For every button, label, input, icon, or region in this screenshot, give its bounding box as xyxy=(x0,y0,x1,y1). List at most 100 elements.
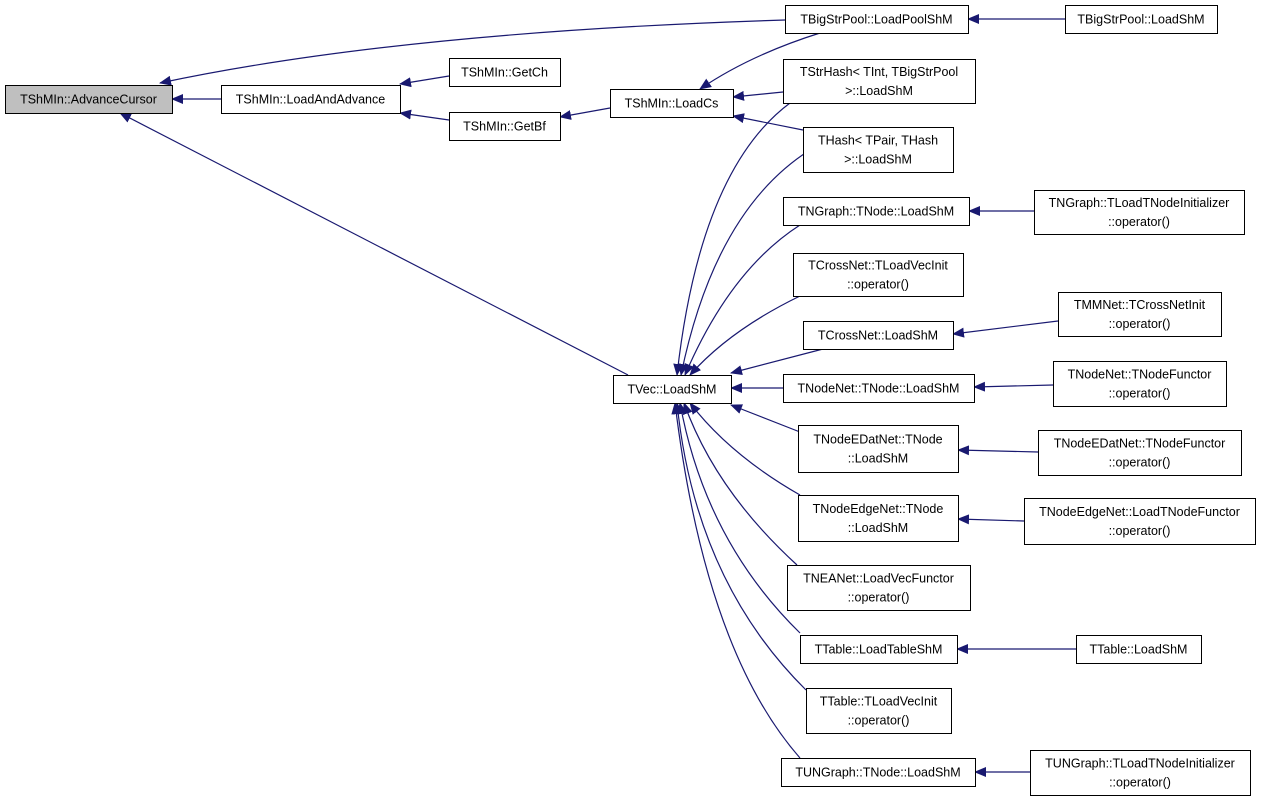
node-tungraph-tnode-load-shm[interactable]: TUNGraph::TNode::LoadShM xyxy=(781,758,976,787)
node-box xyxy=(449,58,561,87)
node-load-pool-shm[interactable]: TBigStrPool::LoadPoolShM xyxy=(785,5,969,34)
call-edge-tnodeedatnet-functor-op-to-tnodeedatnet-tnode-load-shm xyxy=(957,445,1039,456)
node-tnodeedgenet-tnode-load-shm[interactable]: TNodeEdgeNet::TNode::LoadShM xyxy=(798,495,959,542)
call-edge-tvec-load-shm-to-advance-cursor xyxy=(119,112,629,376)
node-box xyxy=(803,321,954,350)
call-edge-tngraph-tnode-load-shm-to-tvec-load-shm xyxy=(684,224,801,376)
node-box xyxy=(783,59,976,104)
node-get-bf[interactable]: TShMIn::GetBf xyxy=(449,112,561,141)
node-box xyxy=(783,374,975,403)
node-box xyxy=(787,565,971,611)
node-label: TShMIn::GetBf xyxy=(463,120,546,134)
node-label: TCrossNet::TLoadVecInit xyxy=(808,259,948,273)
node-label: TNodeNet::TNode::LoadShM xyxy=(798,382,960,396)
call-edge-thash-load-shm-to-tvec-load-shm xyxy=(678,149,811,376)
node-advance-cursor[interactable]: TShMIn::AdvanceCursor xyxy=(5,85,173,114)
call-edge-load-pool-shm-to-advance-cursor xyxy=(159,19,786,86)
node-tcrossnet-loadvecinit-op[interactable]: TCrossNet::TLoadVecInit::operator() xyxy=(793,253,964,297)
node-label: TNodeEDatNet::TNodeFunctor xyxy=(1054,437,1226,451)
node-label: TShMIn::GetCh xyxy=(461,66,548,80)
node-tvec-load-shm[interactable]: TVec::LoadShM xyxy=(613,375,732,404)
node-box xyxy=(610,89,734,118)
node-label: TTable::TLoadVecInit xyxy=(820,695,938,709)
call-edge-get-ch-to-load-and-advance xyxy=(399,75,450,88)
node-label: TVec::LoadShM xyxy=(628,383,717,397)
node-ttable-load-table-shm[interactable]: TTable::LoadTableShM xyxy=(800,635,958,664)
node-tnodeedatnet-functor-op[interactable]: TNodeEDatNet::TNodeFunctor::operator() xyxy=(1038,430,1242,476)
node-load-and-advance[interactable]: TShMIn::LoadAndAdvance xyxy=(221,85,401,114)
call-edge-tnodenet-functor-op-to-tnodenet-tnode-load-shm xyxy=(973,381,1054,392)
node-tmmnet-init-op[interactable]: TMMNet::TCrossNetInit::operator() xyxy=(1058,292,1222,337)
edges-layer xyxy=(119,14,1076,777)
node-box xyxy=(449,112,561,141)
node-label: TNodeEdgeNet::TNode xyxy=(813,502,944,516)
node-label: TBigStrPool::LoadShM xyxy=(1077,13,1204,27)
node-bigstrpool-load-shm[interactable]: TBigStrPool::LoadShM xyxy=(1065,5,1218,34)
node-label: TCrossNet::LoadShM xyxy=(818,329,938,343)
call-edge-get-bf-to-load-and-advance xyxy=(399,109,450,121)
node-label: TTable::LoadTableShM xyxy=(815,643,943,657)
node-ttable-loadvecinit-op[interactable]: TTable::TLoadVecInit::operator() xyxy=(806,688,952,734)
node-label: ::operator() xyxy=(1108,215,1170,229)
node-label: ::operator() xyxy=(1109,524,1171,538)
node-label: ::operator() xyxy=(848,714,910,728)
node-label: >::LoadShM xyxy=(844,153,912,167)
node-thash-load-shm[interactable]: THash< TPair, THash>::LoadShM xyxy=(803,127,954,173)
node-label: TMMNet::TCrossNetInit xyxy=(1074,298,1206,312)
node-box xyxy=(783,197,970,226)
node-box xyxy=(803,127,954,173)
node-tungraph-init-op[interactable]: TUNGraph::TLoadTNodeInitializer::operato… xyxy=(1030,750,1251,796)
node-box xyxy=(1038,430,1242,476)
node-tnodeedatnet-tnode-load-shm[interactable]: TNodeEDatNet::TNode::LoadShM xyxy=(798,425,959,473)
node-box xyxy=(793,253,964,297)
node-label: ::operator() xyxy=(1109,456,1171,470)
node-tngraph-init-op[interactable]: TNGraph::TLoadTNodeInitializer::operator… xyxy=(1034,190,1245,235)
node-tcrossnet-load-shm[interactable]: TCrossNet::LoadShM xyxy=(803,321,954,350)
node-strhash-load-shm[interactable]: TStrHash< TInt, TBigStrPool>::LoadShM xyxy=(783,59,976,104)
call-edge-tnodeedgenet-functor-op-to-tnodeedgenet-tnode-load-shm xyxy=(957,514,1025,525)
call-edge-strhash-load-shm-to-load-cs xyxy=(732,90,784,101)
node-load-cs[interactable]: TShMIn::LoadCs xyxy=(610,89,734,118)
node-ttable-load-shm[interactable]: TTable::LoadShM xyxy=(1076,635,1202,664)
node-tnodeedgenet-functor-op[interactable]: TNodeEdgeNet::LoadTNodeFunctor::operator… xyxy=(1024,498,1256,545)
node-box xyxy=(785,5,969,34)
node-label: TNodeEDatNet::TNode xyxy=(813,433,942,447)
node-box xyxy=(221,85,401,114)
node-label: ::operator() xyxy=(848,591,910,605)
node-tnodenet-functor-op[interactable]: TNodeNet::TNodeFunctor::operator() xyxy=(1053,361,1227,407)
node-label: ::operator() xyxy=(847,278,909,292)
nodes-layer: TShMIn::AdvanceCursor TShMIn::LoadAndAdva… xyxy=(5,5,1256,796)
node-tneanet-functor-op[interactable]: TNEANet::LoadVecFunctor::operator() xyxy=(787,565,971,611)
call-edge-tnodeedgenet-tnode-load-shm-to-tvec-load-shm xyxy=(689,402,801,496)
node-label: TNGraph::TNode::LoadShM xyxy=(798,205,954,219)
node-tnodenet-tnode-load-shm[interactable]: TNodeNet::TNode::LoadShM xyxy=(783,374,975,403)
call-edge-ttable-loadvecinit-op-to-tvec-load-shm xyxy=(673,402,807,691)
node-label: ::operator() xyxy=(1109,776,1171,790)
node-label: ::operator() xyxy=(1109,317,1171,331)
node-box xyxy=(1024,498,1256,545)
node-label: TNodeEdgeNet::LoadTNodeFunctor xyxy=(1039,505,1240,519)
node-get-ch[interactable]: TShMIn::GetCh xyxy=(449,58,561,87)
call-edge-tcrossnet-load-shm-to-tvec-load-shm xyxy=(730,348,824,376)
node-box xyxy=(1058,292,1222,337)
node-label: ::LoadShM xyxy=(848,452,908,466)
node-label: TBigStrPool::LoadPoolShM xyxy=(800,13,952,27)
node-box xyxy=(806,688,952,734)
node-box xyxy=(798,495,959,542)
node-box xyxy=(1065,5,1218,34)
node-label: TStrHash< TInt, TBigStrPool xyxy=(800,65,958,79)
call-edge-tnodeedatnet-tnode-load-shm-to-tvec-load-shm xyxy=(730,404,801,433)
call-edge-tmmnet-init-op-to-tcrossnet-load-shm xyxy=(952,320,1059,338)
node-label: TShMIn::LoadCs xyxy=(625,97,719,111)
call-edge-tneanet-functor-op-to-tvec-load-shm xyxy=(682,402,798,566)
call-edge-load-pool-shm-to-load-cs xyxy=(699,32,821,90)
call-edge-tcrossnet-loadvecinit-op-to-tvec-load-shm xyxy=(689,295,801,376)
node-box xyxy=(1076,635,1202,664)
node-label: TUNGraph::TNode::LoadShM xyxy=(795,766,960,780)
node-label: >::LoadShM xyxy=(845,84,913,98)
node-label: ::LoadShM xyxy=(848,521,908,535)
node-tngraph-tnode-load-shm[interactable]: TNGraph::TNode::LoadShM xyxy=(783,197,970,226)
node-box xyxy=(1030,750,1251,796)
node-box xyxy=(613,375,732,404)
